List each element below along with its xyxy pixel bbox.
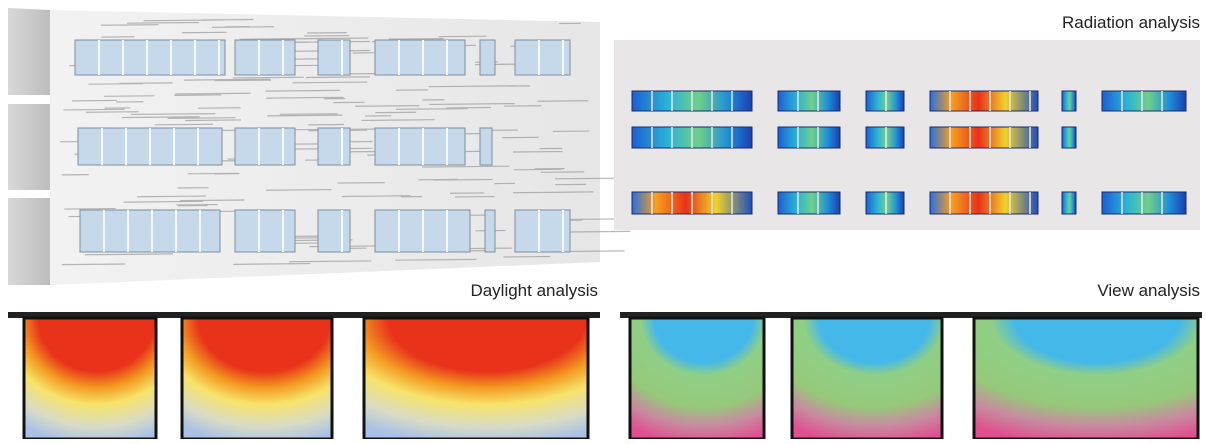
window: [515, 40, 570, 75]
window: [515, 210, 570, 252]
window: [485, 210, 495, 252]
window-heatmap: [930, 91, 1038, 111]
streak: [122, 117, 200, 118]
panel-title: Radiation analysis: [1062, 13, 1200, 32]
streak: [180, 200, 244, 201]
streak: [265, 90, 340, 91]
streak: [396, 109, 468, 110]
window: [375, 128, 465, 165]
window-heatmap: [778, 91, 840, 111]
streak: [233, 77, 304, 78]
panel-title: Daylight analysis: [470, 281, 598, 300]
streak: [104, 96, 154, 97]
daylight-plans: [8, 312, 600, 439]
streak: [267, 115, 342, 116]
window-heatmap: [1062, 127, 1076, 148]
view-plans: [620, 312, 1202, 439]
facade: [8, 8, 633, 285]
streak: [185, 120, 241, 121]
streak: [429, 104, 514, 105]
window-heatmap: [866, 91, 904, 111]
streak: [389, 39, 444, 40]
streak: [233, 264, 310, 265]
streak: [361, 120, 434, 121]
window-heatmap: [1062, 192, 1076, 214]
streak: [188, 173, 238, 174]
window: [235, 128, 295, 165]
streak: [306, 77, 370, 78]
window-heatmap: [866, 127, 904, 148]
window: [480, 128, 492, 165]
streak: [513, 192, 594, 193]
streak: [101, 25, 159, 26]
window: [235, 40, 295, 75]
streak: [64, 109, 125, 110]
streak: [538, 101, 589, 102]
streak: [292, 82, 367, 83]
streak: [127, 22, 199, 23]
window: [75, 40, 225, 75]
streak: [280, 114, 338, 115]
streak: [342, 196, 411, 197]
window: [235, 210, 295, 252]
window-heatmap: [778, 127, 840, 148]
streak: [131, 114, 216, 115]
streak: [175, 93, 250, 94]
panel-title: View analysis: [1097, 281, 1200, 300]
streak: [86, 112, 139, 113]
streak: [395, 259, 476, 260]
streak: [202, 19, 254, 20]
streak: [62, 264, 126, 265]
streak: [155, 124, 214, 125]
streak: [289, 261, 371, 262]
window-heatmap: [1102, 192, 1186, 214]
streak: [120, 83, 173, 84]
window-heatmap: [930, 192, 1038, 214]
streak: [64, 209, 116, 210]
window-heatmap: [1102, 91, 1186, 111]
streak: [137, 196, 206, 197]
window: [375, 40, 465, 75]
window-heatmap: [866, 192, 904, 214]
window-heatmap: [930, 127, 1038, 148]
window: [318, 210, 350, 252]
streak: [266, 190, 331, 191]
streak: [124, 201, 204, 202]
window-heatmap: [778, 192, 840, 214]
streak: [355, 106, 419, 107]
window: [480, 40, 495, 75]
streak: [266, 97, 343, 98]
window: [318, 40, 350, 75]
window-heatmap: [1062, 91, 1076, 111]
window: [318, 128, 350, 165]
